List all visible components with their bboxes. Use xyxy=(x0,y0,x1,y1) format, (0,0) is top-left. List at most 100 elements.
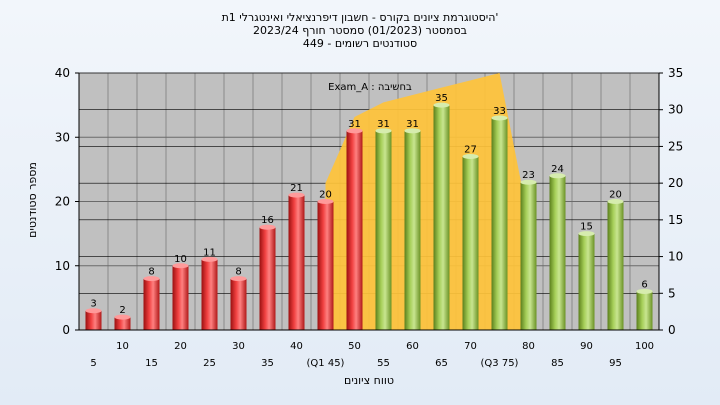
histogram-bar xyxy=(317,201,334,330)
x-tick-label: 35 xyxy=(261,358,274,369)
bar-top-cap xyxy=(549,173,566,179)
bar-value-label: 27 xyxy=(464,145,477,156)
histogram-bar xyxy=(143,278,160,330)
histogram-bar xyxy=(230,278,247,330)
chart-title-line-2: בסמסטר (01/2023) סמסטר חורף 2023/24 xyxy=(253,24,467,37)
x-tick-label: 55 xyxy=(377,358,390,369)
bar-top-cap xyxy=(578,231,595,237)
bar-top-cap xyxy=(288,192,305,198)
bar-top-cap xyxy=(375,128,392,134)
bar-top-cap xyxy=(85,308,102,314)
y-tick-label-right: 30 xyxy=(668,103,683,117)
histogram-bar xyxy=(462,156,479,330)
x-tick-label: 95 xyxy=(609,358,622,369)
x-tick-label: 85 xyxy=(551,358,564,369)
x-tick-label: 80 xyxy=(522,341,535,352)
chart-annotation: Exam_A : בחשיבה xyxy=(328,82,412,93)
bar-top-cap xyxy=(172,263,189,269)
bar-top-cap xyxy=(143,276,160,282)
y-tick-label-right: 25 xyxy=(668,139,683,153)
x-tick-label: 30 xyxy=(232,341,245,352)
bar-value-label: 8 xyxy=(148,267,154,278)
x-axis-title: טווח ציונים xyxy=(344,374,394,387)
y-tick-label-right: 0 xyxy=(668,323,676,337)
histogram-bar xyxy=(201,259,218,330)
histogram-bar xyxy=(375,130,392,330)
bar-top-cap xyxy=(201,256,218,262)
y-tick-label-left: 0 xyxy=(62,323,70,337)
bar-value-label: 20 xyxy=(319,190,332,201)
y-axis-title: מספר סטודנטים xyxy=(26,162,39,238)
chart-title-line-3: סטודנטים רשומים - 449 xyxy=(302,37,418,50)
histogram-bar xyxy=(578,233,595,330)
y-tick-label-left: 20 xyxy=(55,195,70,209)
bar-value-label: 31 xyxy=(348,119,361,130)
bar-value-label: 2 xyxy=(119,305,125,316)
bar-top-cap xyxy=(433,102,450,108)
x-tick-label: 65 xyxy=(435,358,448,369)
histogram-bar xyxy=(607,201,624,330)
bar-value-label: 15 xyxy=(580,222,593,233)
bar-value-label: 3 xyxy=(90,299,96,310)
histogram-bar xyxy=(520,182,537,330)
bar-value-label: 11 xyxy=(203,247,216,258)
bar-value-label: 10 xyxy=(174,254,187,265)
x-tick-label: 10 xyxy=(116,341,129,352)
bar-value-label: 23 xyxy=(522,170,535,181)
histogram-bar xyxy=(636,291,653,330)
histogram-bar xyxy=(114,317,131,330)
histogram-bar xyxy=(172,265,189,330)
bar-top-cap xyxy=(636,288,653,294)
y-tick-label-left: 40 xyxy=(55,66,70,80)
bar-value-label: 20 xyxy=(609,190,622,201)
bar-top-cap xyxy=(607,199,624,204)
bar-top-cap xyxy=(259,224,276,230)
bar-top-cap xyxy=(520,179,537,185)
x-tick-label: 40 xyxy=(290,341,303,352)
bar-value-label: 8 xyxy=(235,267,241,278)
histogram-bar xyxy=(433,105,450,330)
bar-top-cap xyxy=(317,199,334,204)
bar-top-cap xyxy=(491,115,508,121)
bar-value-label: 24 xyxy=(551,164,564,175)
bar-value-label: 6 xyxy=(641,279,647,290)
x-tick-label: 90 xyxy=(580,341,593,352)
bar-value-label: 31 xyxy=(377,119,390,130)
bar-value-label: 35 xyxy=(435,93,448,104)
y-tick-label-right: 35 xyxy=(668,66,683,80)
bar-top-cap xyxy=(404,128,421,134)
y-tick-label-right: 5 xyxy=(668,286,676,300)
y-tick-label-left: 30 xyxy=(55,130,70,144)
x-tick-label: 100 xyxy=(635,341,654,352)
bar-top-cap xyxy=(346,128,363,134)
x-tick-label: 70 xyxy=(464,341,477,352)
y-tick-label-right: 15 xyxy=(668,213,683,227)
bar-top-cap xyxy=(114,314,131,320)
bar-top-cap xyxy=(462,154,479,160)
y-tick-label-right: 20 xyxy=(668,176,683,190)
bar-value-label: 21 xyxy=(290,183,303,194)
histogram-bar xyxy=(491,117,508,330)
x-tick-label: 50 xyxy=(348,341,361,352)
histogram-bar xyxy=(404,130,421,330)
histogram-bar xyxy=(549,175,566,330)
bar-value-label: 16 xyxy=(261,215,274,226)
histogram-bar xyxy=(85,310,102,330)
x-tick-label: 20 xyxy=(174,341,187,352)
bar-value-label: 31 xyxy=(406,119,419,130)
y-tick-label-right: 10 xyxy=(668,250,683,264)
x-tick-label: 60 xyxy=(406,341,419,352)
x-tick-label: 15 xyxy=(145,358,158,369)
bar-top-cap xyxy=(230,276,247,282)
x-tick-label: (Q3 75) xyxy=(481,358,519,369)
x-tick-label: (Q1 45) xyxy=(307,358,345,369)
bar-value-label: 33 xyxy=(493,106,506,117)
chart-title-line-1: היסטוגרמת ציונים בקורס - חשבון דיפרנציאל… xyxy=(221,11,499,24)
histogram-bar xyxy=(288,195,305,330)
histogram-bar xyxy=(259,227,276,330)
y-tick-label-left: 10 xyxy=(55,259,70,273)
histogram-bar xyxy=(346,130,363,330)
x-tick-label: 25 xyxy=(203,358,216,369)
